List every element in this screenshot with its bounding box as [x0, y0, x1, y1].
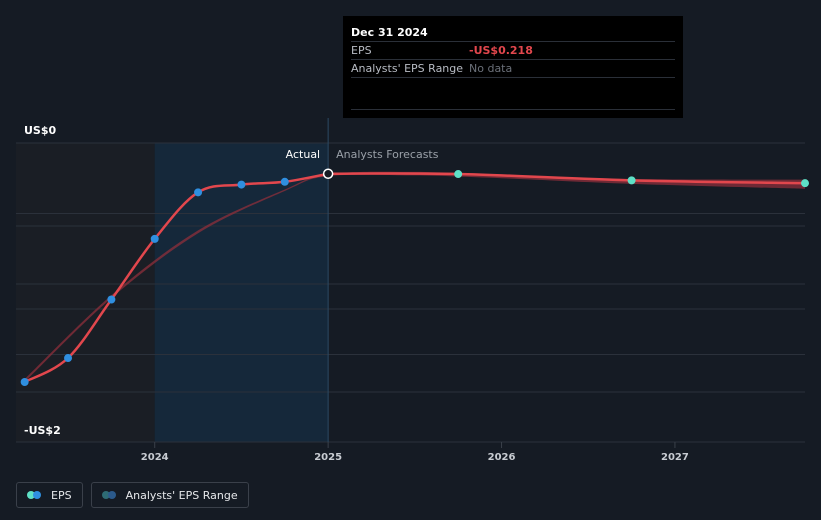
legend-eps-button[interactable]: EPS	[16, 482, 83, 508]
y-axis-top-label: US$0	[24, 124, 57, 137]
eps-swatch-icon	[27, 491, 43, 499]
eps-forecast-point[interactable]	[801, 179, 809, 188]
eps-forecast-point[interactable]	[627, 176, 636, 185]
eps-actual-point[interactable]	[322, 168, 334, 179]
actual-section-label: Actual	[286, 148, 320, 161]
gridlines	[16, 142, 805, 443]
tooltip-range-label: Analysts' EPS Range	[351, 62, 464, 75]
eps-actual-point[interactable]	[64, 354, 73, 363]
x-tick-label: 2025	[314, 452, 342, 463]
range-swatch-icon	[101, 491, 118, 499]
legend-eps-label: EPS	[51, 488, 72, 502]
eps-forecast-line	[328, 172, 806, 185]
tooltip-range-value: No data	[469, 62, 513, 75]
eps-actual-point[interactable]	[150, 234, 159, 243]
tooltip-date: Dec 31 2024	[351, 24, 675, 42]
eps-actual-point[interactable]	[20, 377, 29, 386]
marker-group	[20, 168, 809, 386]
forecast-section-label: Analysts Forecasts	[336, 148, 439, 161]
y-axis-bottom-label: -US$2	[24, 424, 61, 437]
eps-actual-point[interactable]	[280, 177, 289, 186]
tooltip-divider	[351, 109, 675, 110]
tooltip: Dec 31 2024 EPS -US$0.218 Analysts' EPS …	[343, 16, 683, 118]
eps-forecast-point[interactable]	[454, 170, 463, 179]
legend-range-label: Analysts' EPS Range	[125, 488, 238, 502]
eps-actual-point[interactable]	[107, 295, 116, 304]
eps-actual-line	[24, 172, 329, 384]
eps-actual-point[interactable]	[237, 180, 246, 189]
tooltip-eps-row: EPS -US$0.218	[351, 42, 675, 60]
history-shade	[16, 143, 155, 442]
legend-range-button[interactable]: Analysts' EPS Range	[90, 482, 249, 508]
label-group: US$0 -US$2 Actual Analysts Forecasts 2024 202…	[24, 124, 689, 463]
tooltip-eps-label: EPS	[351, 44, 372, 57]
legend: EPS Analysts' EPS Range	[16, 482, 249, 508]
x-tick-label: 2027	[661, 452, 689, 463]
tooltip-eps-value: -US$0.218	[469, 44, 533, 57]
x-tick-label: 2026	[488, 452, 516, 463]
series-group	[24, 172, 806, 384]
tooltip-range-row: Analysts' EPS Range No data	[351, 60, 675, 78]
x-tick-label: 2024	[141, 452, 169, 463]
eps-actual-point[interactable]	[194, 188, 203, 197]
